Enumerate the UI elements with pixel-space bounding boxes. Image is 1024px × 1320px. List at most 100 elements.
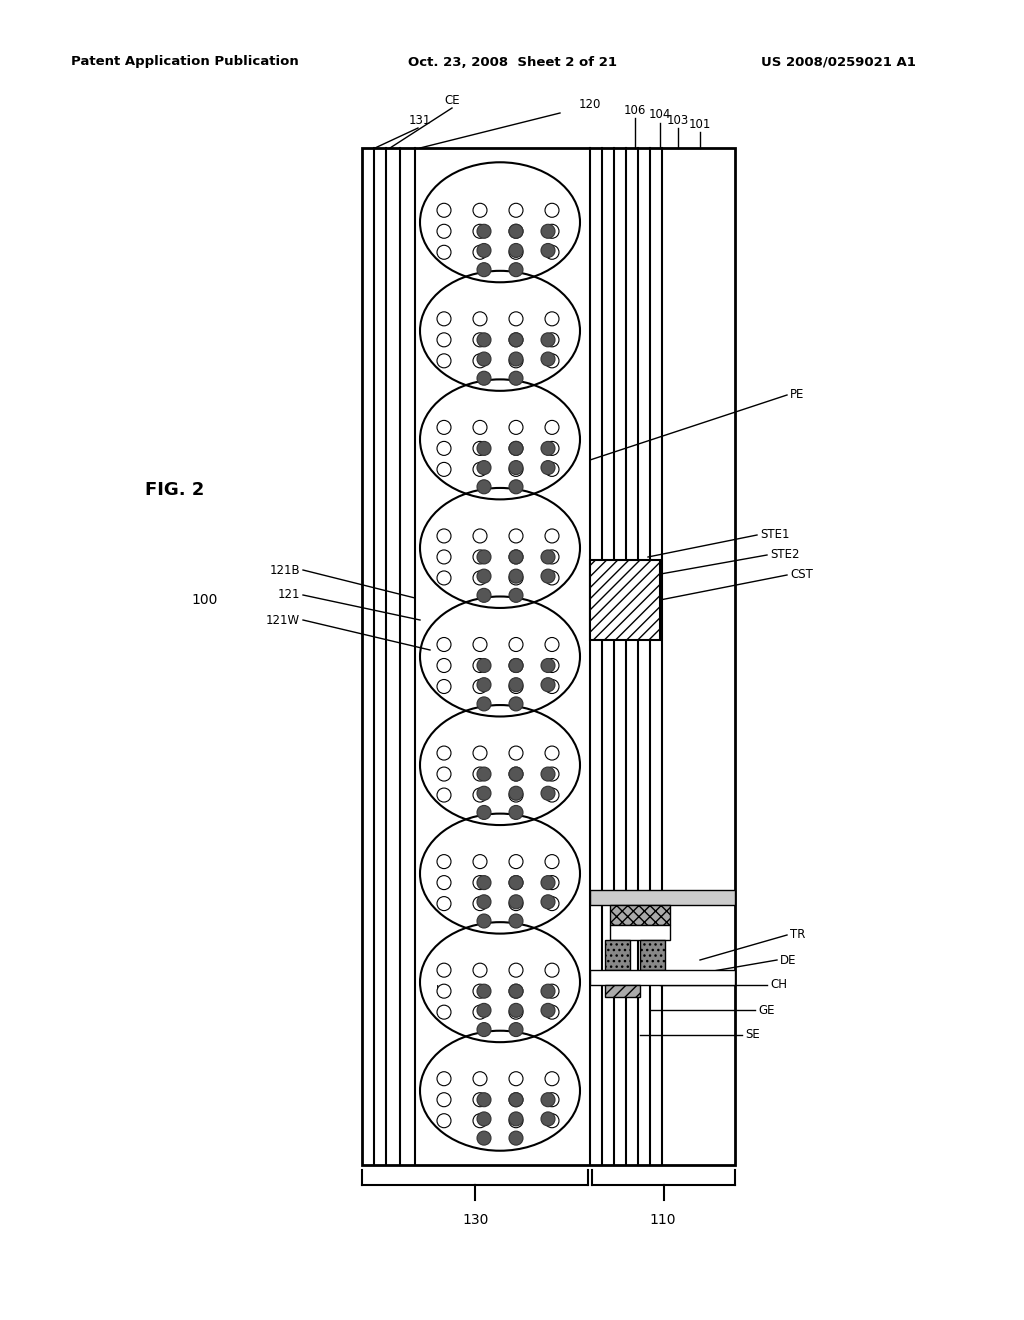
Circle shape (437, 550, 451, 564)
Circle shape (541, 875, 555, 890)
Circle shape (473, 203, 487, 218)
Circle shape (545, 312, 559, 326)
Circle shape (509, 203, 523, 218)
Circle shape (509, 243, 523, 257)
Circle shape (437, 1005, 451, 1019)
Circle shape (509, 224, 523, 239)
Circle shape (545, 550, 559, 564)
Circle shape (437, 354, 451, 368)
Circle shape (473, 1072, 487, 1086)
Circle shape (473, 462, 487, 477)
Circle shape (545, 767, 559, 781)
Text: 100: 100 (191, 593, 218, 607)
Circle shape (477, 895, 490, 908)
Circle shape (437, 746, 451, 760)
Circle shape (473, 767, 487, 781)
Circle shape (477, 1111, 490, 1126)
Circle shape (473, 572, 487, 585)
Circle shape (509, 875, 523, 890)
Text: H: H (435, 983, 444, 997)
Circle shape (473, 529, 487, 543)
Circle shape (541, 767, 555, 781)
Circle shape (509, 1093, 523, 1106)
Circle shape (509, 246, 523, 259)
Circle shape (509, 572, 523, 585)
Circle shape (509, 1023, 523, 1036)
Circle shape (509, 1072, 523, 1086)
Circle shape (509, 589, 523, 602)
Circle shape (477, 1093, 490, 1106)
Circle shape (473, 659, 487, 672)
Circle shape (437, 462, 451, 477)
Circle shape (437, 203, 451, 218)
Circle shape (509, 550, 523, 564)
Circle shape (473, 354, 487, 368)
Circle shape (477, 589, 490, 602)
Circle shape (437, 572, 451, 585)
Circle shape (509, 659, 523, 672)
Text: CE: CE (444, 94, 460, 107)
Circle shape (545, 659, 559, 672)
Circle shape (437, 529, 451, 543)
Circle shape (437, 964, 451, 977)
Circle shape (545, 680, 559, 693)
Circle shape (545, 1093, 559, 1106)
Circle shape (473, 246, 487, 259)
Circle shape (477, 441, 490, 455)
Circle shape (509, 352, 523, 366)
Circle shape (545, 203, 559, 218)
Circle shape (437, 246, 451, 259)
Circle shape (545, 854, 559, 869)
Circle shape (509, 638, 523, 652)
Circle shape (509, 569, 523, 583)
Circle shape (473, 680, 487, 693)
Circle shape (477, 243, 490, 257)
Bar (610, 906, 670, 925)
Circle shape (545, 246, 559, 259)
Circle shape (541, 1003, 555, 1018)
Circle shape (541, 677, 555, 692)
Circle shape (473, 420, 487, 434)
Circle shape (509, 854, 523, 869)
Circle shape (541, 333, 555, 347)
Text: STE1: STE1 (760, 528, 790, 541)
Text: 121W: 121W (266, 614, 300, 627)
Circle shape (509, 895, 523, 908)
Circle shape (509, 787, 523, 800)
Circle shape (509, 333, 523, 347)
Text: 104: 104 (649, 108, 671, 121)
Circle shape (477, 1131, 490, 1146)
Circle shape (541, 550, 555, 564)
Circle shape (473, 854, 487, 869)
Text: SE: SE (745, 1028, 760, 1041)
Circle shape (509, 1131, 523, 1146)
Text: 120: 120 (579, 99, 601, 111)
Circle shape (437, 875, 451, 890)
Circle shape (437, 1072, 451, 1086)
Bar (590, 560, 660, 640)
Text: 103: 103 (667, 114, 689, 127)
Circle shape (545, 529, 559, 543)
Circle shape (437, 767, 451, 781)
Circle shape (545, 875, 559, 890)
Circle shape (509, 461, 523, 475)
Circle shape (477, 479, 490, 494)
Circle shape (437, 1093, 451, 1106)
Circle shape (477, 805, 490, 820)
Circle shape (509, 1003, 523, 1018)
Circle shape (477, 1023, 490, 1036)
Text: DE: DE (780, 953, 797, 966)
Circle shape (509, 479, 523, 494)
Circle shape (545, 420, 559, 434)
Circle shape (473, 1093, 487, 1106)
Circle shape (477, 985, 490, 998)
Circle shape (473, 896, 487, 911)
Circle shape (545, 354, 559, 368)
Circle shape (437, 854, 451, 869)
Circle shape (509, 441, 523, 455)
Circle shape (473, 875, 487, 890)
Circle shape (509, 420, 523, 434)
Circle shape (545, 441, 559, 455)
Text: CST: CST (790, 569, 813, 582)
Text: 106: 106 (624, 103, 646, 116)
